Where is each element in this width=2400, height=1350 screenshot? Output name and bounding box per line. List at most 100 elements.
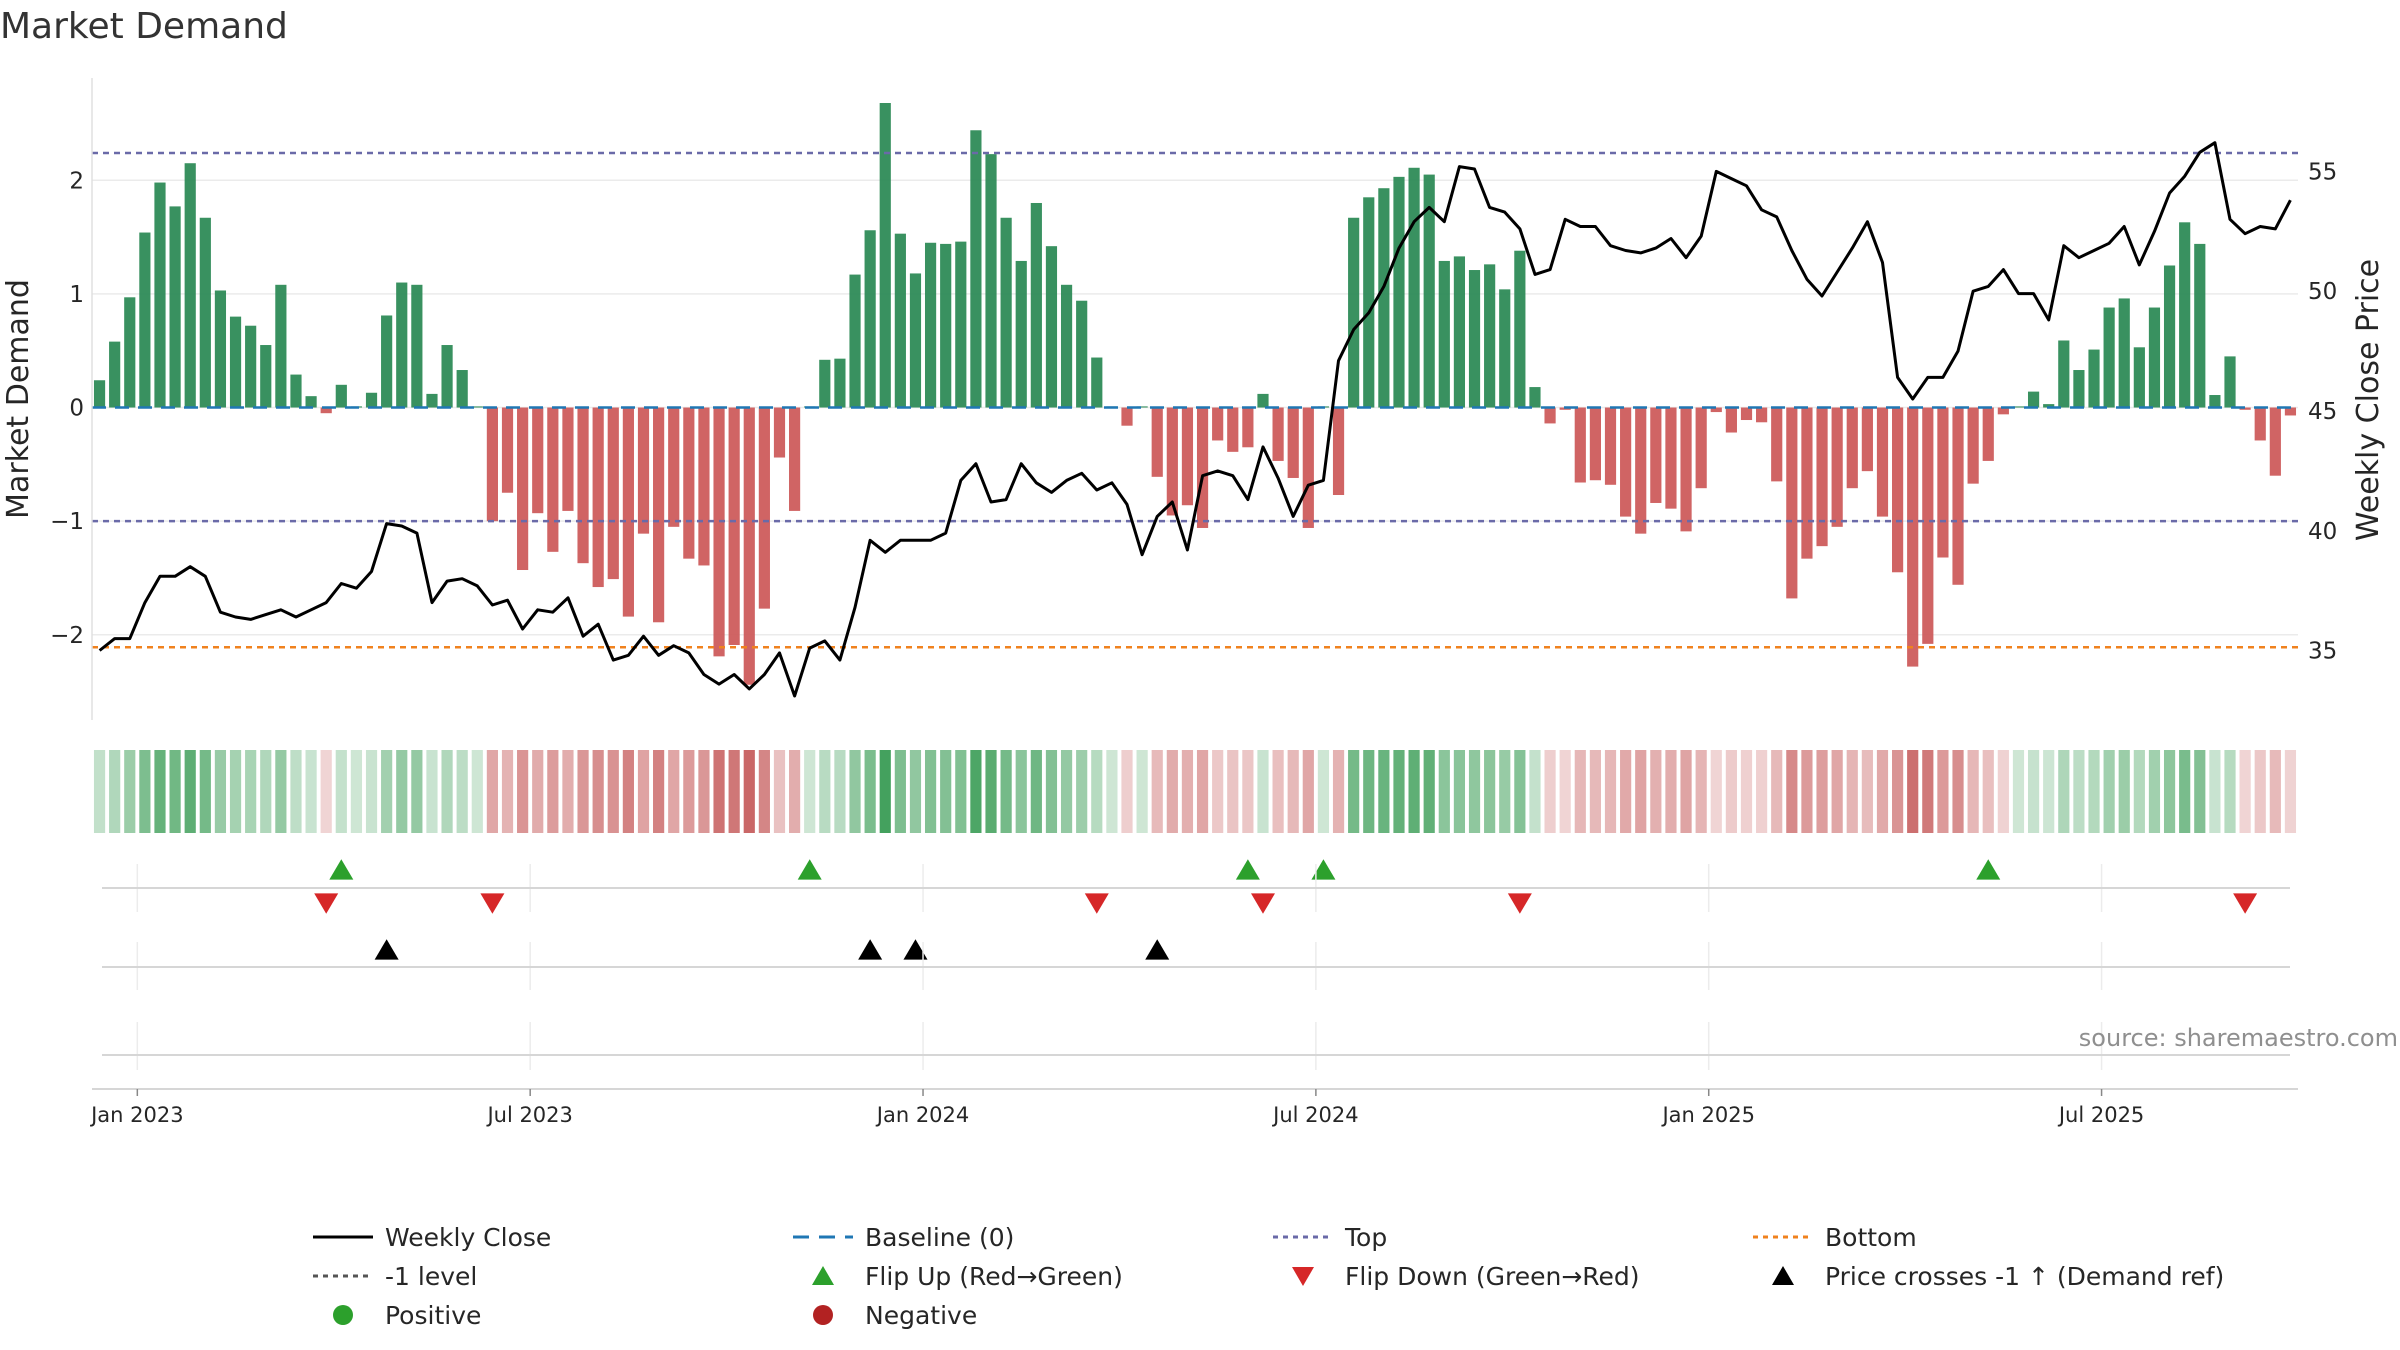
demand-bar <box>1408 167 1420 408</box>
heat-cell <box>1499 750 1511 833</box>
heat-cell <box>1725 750 1737 833</box>
demand-bars <box>93 103 2297 685</box>
demand-bar <box>471 406 483 408</box>
heat-cell <box>1771 750 1783 833</box>
heat-cell <box>1136 750 1148 833</box>
heat-cell <box>1363 750 1375 833</box>
legend-label: Flip Down (Green→Red) <box>1345 1262 1640 1291</box>
demand-bar <box>2058 340 2070 408</box>
heat-cell <box>773 750 786 833</box>
legend-label: Baseline (0) <box>865 1223 1014 1252</box>
heat-cell <box>1589 750 1601 833</box>
demand-bar <box>1740 407 1753 421</box>
heat-cell <box>305 750 317 833</box>
demand-bar <box>683 407 695 559</box>
y2-tick-label: 45 <box>2308 399 2337 425</box>
demand-bar <box>2103 307 2115 408</box>
heat-cell <box>214 750 227 833</box>
demand-bar <box>607 407 619 580</box>
y2-tick-label: 35 <box>2308 639 2337 665</box>
demand-bar <box>1453 256 1466 408</box>
flip-down-marker <box>2233 893 2258 914</box>
heat-cell <box>1076 750 1088 833</box>
heat-cell <box>1831 750 1843 833</box>
heat-cell <box>2239 750 2251 833</box>
demand-bar <box>1665 407 1677 509</box>
heat-cell <box>2148 750 2161 833</box>
heat-cell <box>1982 750 1994 833</box>
demand-bar <box>819 359 831 408</box>
legend-entry: Negative <box>813 1301 977 1330</box>
demand-bar <box>199 217 211 408</box>
legend-entry: Bottom <box>1753 1223 1917 1252</box>
heat-cell <box>1937 750 1949 833</box>
heat-cell <box>2027 750 2040 833</box>
heat-cell <box>1650 750 1662 833</box>
demand-bar <box>924 242 937 408</box>
heat-cell <box>2073 750 2085 833</box>
price-cross-marker <box>374 939 399 960</box>
demand-bar <box>2269 407 2281 476</box>
heat-cell <box>1861 750 1873 833</box>
heat-cell <box>834 750 846 833</box>
y2-tick-label: 50 <box>2308 279 2337 305</box>
legend-label: Weekly Close <box>385 1223 551 1252</box>
demand-bar <box>1725 407 1737 433</box>
demand-bar <box>2027 391 2040 408</box>
heat-cell <box>1695 750 1707 833</box>
heat-cell <box>154 750 166 833</box>
demand-bar <box>970 130 982 408</box>
demand-bar <box>2239 407 2251 410</box>
demand-bar <box>517 407 529 571</box>
demand-bar <box>1151 407 1163 477</box>
legend-entry: Price crosses -1 ↑ (Demand ref) <box>1772 1262 2224 1291</box>
demand-bar <box>728 407 740 645</box>
heat-cell <box>335 750 347 833</box>
heat-cell <box>2043 750 2055 833</box>
heat-cell <box>2133 750 2145 833</box>
legend-swatch-negative <box>813 1305 833 1325</box>
y-tick-label: 1 <box>69 282 84 308</box>
heat-cell <box>2088 750 2100 833</box>
demand-bar <box>1695 407 1707 489</box>
heat-cell <box>2194 750 2206 833</box>
y2-axis-label: Weekly Close Price <box>2351 259 2386 541</box>
heat-cell <box>1348 750 1360 833</box>
heat-cell <box>985 750 997 833</box>
heat-cell <box>758 750 770 833</box>
heat-cell <box>1740 750 1753 833</box>
heat-cell <box>1574 750 1586 833</box>
heat-cell <box>456 750 468 833</box>
heat-cell <box>683 750 695 833</box>
demand-bar <box>214 290 227 408</box>
demand-bar <box>985 154 997 408</box>
heat-cell <box>607 750 619 833</box>
heat-cell <box>1257 750 1269 833</box>
heat-cell <box>2254 750 2266 833</box>
demand-bar <box>547 407 559 552</box>
demand-bar <box>1650 407 1662 503</box>
y2-tick-label: 55 <box>2308 159 2337 185</box>
heat-cell <box>124 750 136 833</box>
legend: Weekly Close Baseline (0) Top Bottom -1 leve… <box>313 1223 2224 1330</box>
heat-cell <box>1952 750 1964 833</box>
date-tick-label: Jul 2023 <box>485 1103 572 1127</box>
demand-bar <box>396 282 408 408</box>
heat-cell <box>909 750 922 833</box>
heat-cell <box>1015 750 1027 833</box>
heat-cell <box>1045 750 1058 833</box>
demand-bar <box>2133 347 2145 408</box>
demand-bar <box>1363 197 1375 408</box>
heat-cell <box>396 750 408 833</box>
demand-bar <box>1604 407 1617 485</box>
demand-bar <box>1967 407 1979 484</box>
heat-cell <box>879 750 891 833</box>
flip-down-marker <box>1084 893 1109 914</box>
heat-cell <box>1106 750 1118 833</box>
y-axis-label: Market Demand <box>1 279 36 519</box>
price-cross-marker <box>858 939 883 960</box>
demand-bar <box>1876 407 1889 517</box>
heat-cell <box>486 750 498 833</box>
demand-bar <box>2118 298 2130 408</box>
